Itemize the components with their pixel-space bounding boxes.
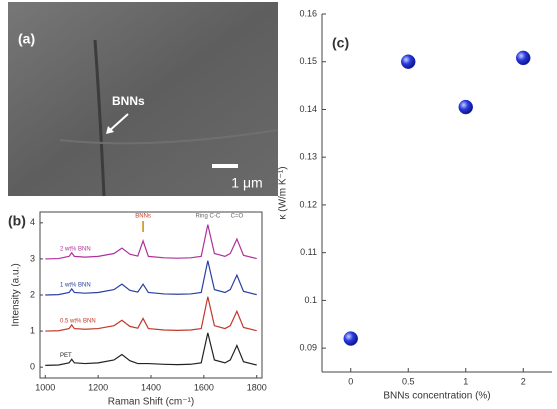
- x-tick-label: 1000: [35, 382, 55, 392]
- series-label: 0.5 wt% BNN: [60, 319, 96, 325]
- x-tick-label: 1800: [247, 382, 267, 392]
- x-tick-label: 1400: [141, 382, 161, 392]
- panel-label: (c): [332, 35, 349, 51]
- x-tick-label: 1600: [194, 382, 214, 392]
- annotation: BNNs: [135, 214, 151, 220]
- y-tick-label: 0: [30, 362, 35, 372]
- panel-label: (b): [8, 213, 26, 229]
- series-label: PET: [60, 353, 72, 359]
- annotation: Ring C-C: [195, 214, 220, 220]
- y-axis-label: κ (W/m K⁻¹): [278, 166, 289, 219]
- spectrum-line: [45, 333, 256, 365]
- panel-label: (a): [18, 31, 35, 47]
- series-label: 1 wt% BNN: [60, 283, 91, 289]
- plot-frame: [40, 212, 262, 378]
- y-tick-label: 0.13: [299, 152, 317, 162]
- y-tick-label: 0.15: [299, 56, 317, 66]
- data-point: [459, 100, 473, 114]
- y-tick-label: 2: [30, 289, 35, 299]
- spectrum-line: [45, 225, 256, 259]
- y-tick-label: 0.09: [299, 343, 317, 353]
- y-tick-label: 4: [30, 217, 35, 227]
- spectrum-line: [45, 297, 256, 331]
- scale-label: 1 μm: [231, 175, 262, 191]
- y-tick-label: 0.1: [304, 295, 317, 305]
- sem-panel: (a) BNNs 1 μm: [8, 2, 278, 196]
- x-axis-label: BNNs concentration (%): [383, 391, 490, 402]
- annotation: BNNs: [112, 94, 145, 108]
- data-point: [516, 51, 530, 65]
- y-tick-label: 0.12: [299, 199, 317, 209]
- y-axis-label: Intensity (a.u.): [11, 263, 22, 326]
- x-tick-label: 1200: [88, 382, 108, 392]
- scale-bar: [212, 164, 238, 168]
- data-point: [401, 55, 415, 69]
- data-point: [344, 332, 358, 346]
- x-tick-label: 1: [463, 376, 468, 386]
- spectrum-line: [45, 261, 256, 295]
- y-tick-label: 0.14: [299, 104, 317, 114]
- figure: (a) BNNs 1 μm 1000 1200 1400 1600 1800 0 1 2 3 4 P…: [0, 0, 557, 409]
- y-tick-label: 1: [30, 325, 35, 335]
- x-tick-label: 2: [521, 376, 526, 386]
- y-tick-label: 0.11: [300, 247, 317, 257]
- x-tick-label: 0.5: [402, 376, 415, 386]
- y-tick-label: 0.16: [299, 8, 317, 18]
- y-tick-label: 3: [30, 253, 35, 263]
- series-label: 2 wt% BNN: [60, 246, 91, 252]
- x-axis-label: Raman Shift (cm⁻¹): [108, 397, 194, 408]
- annotation: C=O: [231, 214, 244, 220]
- x-tick-label: 0: [348, 376, 353, 386]
